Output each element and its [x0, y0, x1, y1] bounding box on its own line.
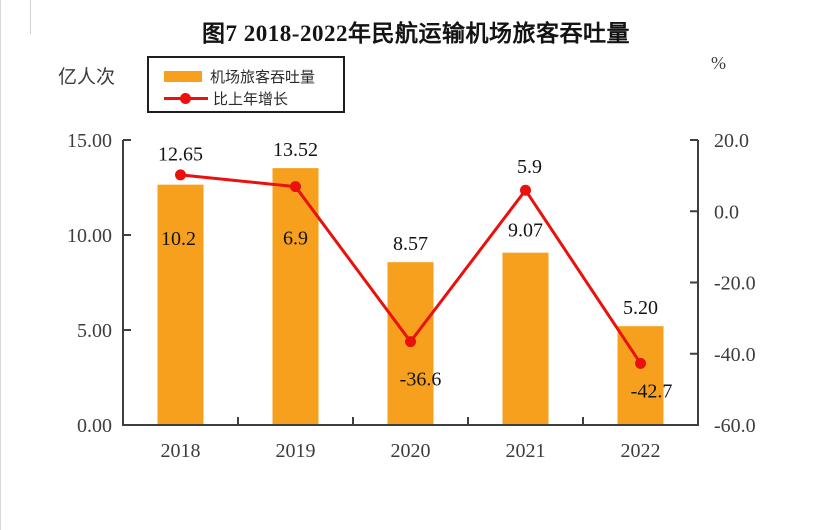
legend-row-line: 比上年增长	[164, 90, 289, 108]
right-axis-tick-label: 0.0	[714, 201, 739, 223]
bar-value-label: 8.57	[393, 233, 428, 255]
right-axis-tick-label: -40.0	[714, 344, 756, 366]
bar-value-label: 13.52	[273, 139, 318, 161]
line-value-label: 6.9	[283, 228, 308, 250]
left-axis-tick-label: 15.00	[67, 130, 112, 152]
legend-box: 机场旅客吞吐量 比上年增长	[147, 56, 345, 113]
x-axis-category-label: 2018	[161, 440, 201, 462]
growth-line-marker-2019	[290, 181, 301, 193]
growth-line-marker-2020	[405, 336, 416, 348]
bar-series-swatch	[164, 70, 202, 82]
x-axis-category-label: 2020	[391, 440, 431, 462]
x-axis-category-label: 2021	[506, 440, 546, 462]
left-axis-tick-label: 5.00	[77, 320, 112, 342]
right-axis-unit-label: %	[711, 53, 726, 73]
bar-value-label: 9.07	[508, 220, 543, 242]
right-axis-tick-label: 20.0	[714, 130, 749, 152]
x-axis-category-label: 2019	[276, 440, 316, 462]
scan-artifact-line	[30, 0, 31, 34]
line-series-label: 比上年增长	[213, 91, 289, 108]
chart-title: 图7 2018-2022年民航运输机场旅客吞吐量	[202, 21, 630, 46]
line-value-label: -42.7	[631, 380, 673, 402]
bar-2021	[502, 252, 549, 425]
left-axis-tick-label: 10.00	[67, 225, 112, 247]
line-value-label: 5.9	[517, 156, 542, 178]
line-marker-icon	[180, 92, 191, 104]
legend-row-bar: 机场旅客吞吐量	[164, 68, 316, 86]
line-series-swatch	[164, 92, 208, 105]
line-value-label: 10.2	[161, 228, 196, 250]
bar-series-label: 机场旅客吞吐量	[210, 69, 316, 86]
bar-2019	[272, 168, 319, 425]
right-axis-tick-label: -60.0	[714, 415, 756, 437]
line-value-label: -36.6	[400, 369, 442, 391]
growth-line-marker-2018	[175, 169, 186, 181]
bar-2018	[157, 184, 204, 425]
left-axis-tick-label: 0.00	[77, 415, 112, 437]
left-axis-unit-label: 亿人次	[58, 67, 116, 88]
growth-line-marker-2022	[635, 357, 646, 369]
x-axis-category-label: 2022	[621, 440, 661, 462]
bar-value-label: 12.65	[158, 144, 203, 166]
bar-value-label: 5.20	[623, 297, 658, 319]
right-axis-tick-label: -20.0	[714, 273, 756, 295]
growth-line-marker-2021	[520, 184, 531, 196]
